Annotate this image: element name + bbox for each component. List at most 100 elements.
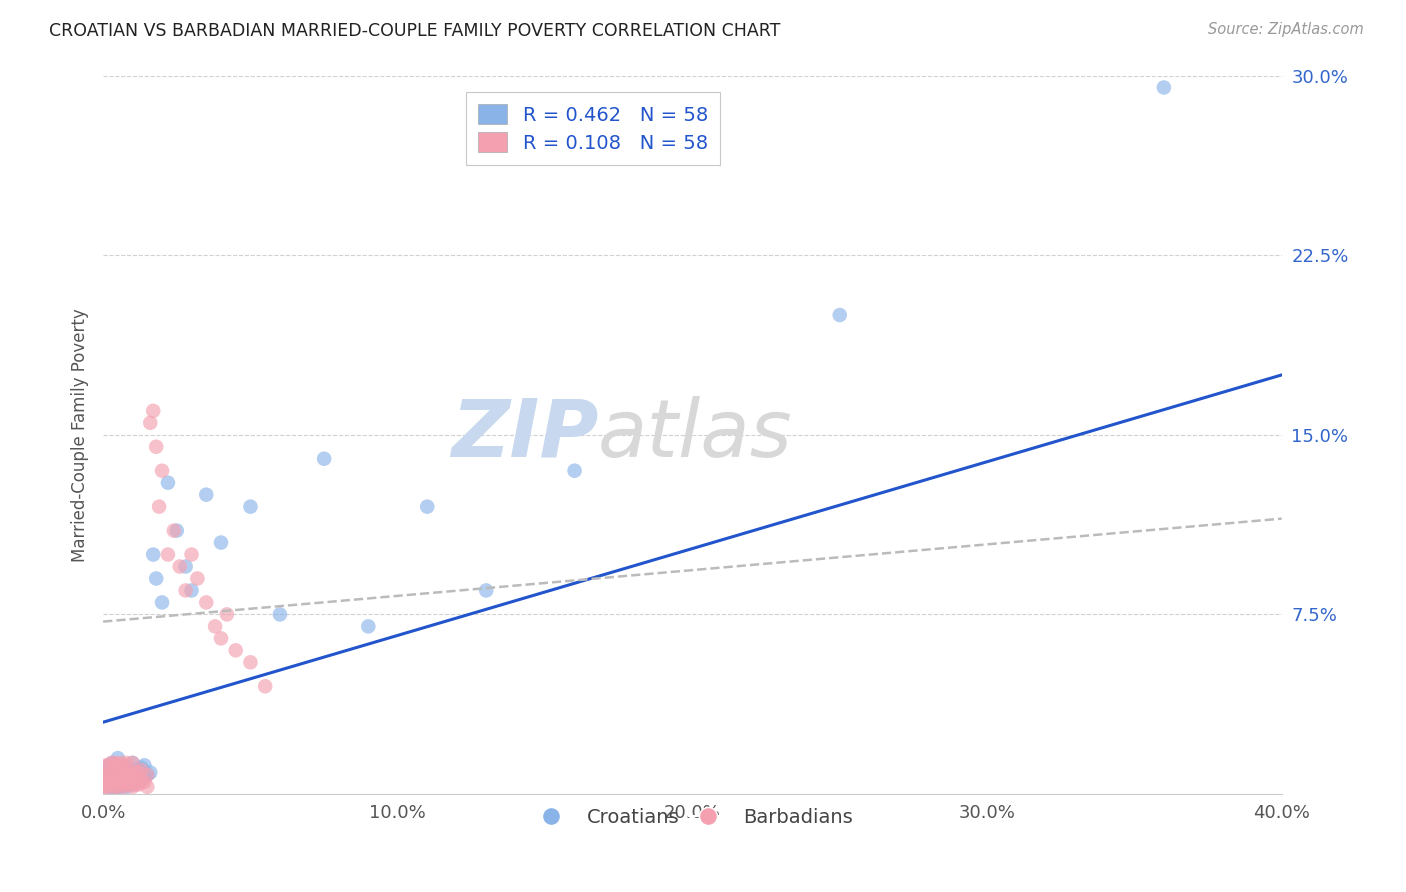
Point (112, 770, 135, 784)
Text: ZIP: ZIP (451, 396, 598, 474)
Point (98, 758, 121, 772)
Point (215, 607, 238, 622)
Point (139, 416, 162, 430)
Point (110, 777, 132, 791)
Point (121, 756, 143, 770)
Point (104, 770, 127, 784)
Point (127, 777, 149, 791)
Point (94, 775, 117, 789)
Point (94, 780, 117, 794)
Point (121, 756, 143, 770)
Point (110, 770, 132, 784)
Point (121, 768, 143, 782)
Point (134, 758, 156, 772)
Point (118, 765, 141, 780)
Point (180, 548, 202, 562)
Point (136, 768, 159, 782)
Point (101, 768, 124, 782)
Point (101, 780, 124, 794)
Point (115, 770, 138, 784)
Point (118, 777, 141, 791)
Point (174, 559, 197, 574)
Point (142, 548, 165, 562)
Point (101, 756, 124, 770)
Point (195, 488, 218, 502)
Point (104, 782, 127, 797)
Point (107, 758, 129, 772)
Point (121, 768, 143, 782)
Point (269, 607, 291, 622)
Point (104, 758, 127, 772)
Point (115, 761, 138, 775)
Point (124, 765, 146, 780)
Y-axis label: Married-Couple Family Poverty: Married-Couple Family Poverty (72, 308, 89, 562)
Point (94, 758, 117, 772)
Point (107, 780, 129, 794)
Point (104, 770, 127, 784)
Point (101, 756, 124, 770)
Point (94, 770, 117, 784)
Point (112, 758, 135, 772)
Point (115, 780, 138, 794)
Point (180, 583, 202, 598)
Point (225, 643, 247, 657)
Point (115, 756, 138, 770)
Point (166, 524, 188, 538)
Point (110, 768, 132, 782)
Point (156, 475, 179, 490)
Point (174, 583, 197, 598)
Text: CROATIAN VS BARBADIAN MARRIED-COUPLE FAMILY POVERTY CORRELATION CHART: CROATIAN VS BARBADIAN MARRIED-COUPLE FAM… (49, 22, 780, 40)
Point (134, 775, 156, 789)
Point (239, 500, 262, 514)
Text: Source: ZipAtlas.com: Source: ZipAtlas.com (1208, 22, 1364, 37)
Point (124, 777, 146, 791)
Point (98, 780, 121, 794)
Point (314, 451, 336, 466)
Point (107, 780, 129, 794)
Point (127, 775, 149, 789)
Point (131, 761, 153, 775)
Point (101, 770, 124, 784)
Point (209, 535, 232, 549)
Point (112, 780, 135, 794)
Point (150, 595, 173, 609)
Point (98, 772, 121, 787)
Point (118, 765, 141, 780)
Point (110, 756, 132, 770)
Text: atlas: atlas (598, 396, 793, 474)
Point (142, 404, 165, 418)
Point (94, 763, 117, 777)
Point (121, 777, 143, 791)
Point (91, 775, 114, 789)
Point (107, 770, 129, 784)
Point (104, 756, 127, 770)
Point (145, 440, 167, 454)
Point (134, 770, 156, 784)
Point (127, 765, 149, 780)
Point (112, 777, 135, 791)
Point (209, 632, 232, 646)
Point (121, 780, 143, 794)
Point (101, 777, 124, 791)
Point (186, 572, 208, 586)
Point (828, 308, 851, 322)
Point (195, 595, 218, 609)
Point (115, 777, 138, 791)
Point (107, 763, 129, 777)
Point (150, 464, 173, 478)
Point (1153, 80, 1175, 95)
Point (204, 619, 226, 633)
Point (169, 559, 191, 574)
Point (91, 768, 114, 782)
Point (115, 768, 138, 782)
Point (156, 548, 179, 562)
Point (131, 775, 153, 789)
Point (112, 758, 135, 772)
Point (104, 780, 127, 794)
Point (139, 765, 162, 780)
Point (107, 751, 129, 765)
Point (564, 464, 586, 478)
Point (124, 763, 146, 777)
Point (357, 619, 380, 633)
Point (136, 768, 159, 782)
